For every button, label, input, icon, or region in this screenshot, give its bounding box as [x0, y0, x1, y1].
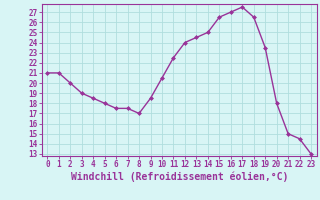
X-axis label: Windchill (Refroidissement éolien,°C): Windchill (Refroidissement éolien,°C): [70, 172, 288, 182]
